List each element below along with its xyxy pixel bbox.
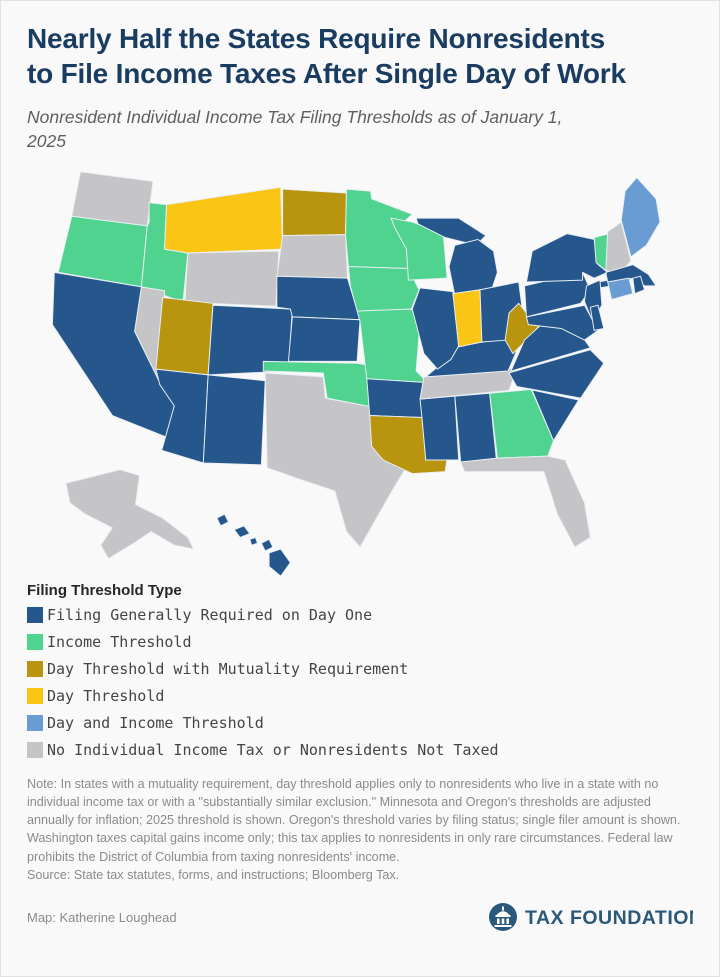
- state-CT[interactable]: [607, 277, 634, 300]
- footer: Map: Katherine Loughead TAX FOUNDATION: [27, 900, 693, 934]
- legend-item: Day Threshold: [27, 687, 693, 705]
- state-IL[interactable]: [411, 286, 460, 370]
- brand-text: TAX FOUNDATION: [525, 907, 693, 929]
- subtitle-line-1: Nonresident Individual Income Tax Filing…: [27, 106, 563, 127]
- footnote: Note: In states with a mutuality require…: [27, 775, 693, 885]
- legend-label: Day Threshold: [47, 686, 165, 705]
- state-NC[interactable]: [508, 348, 605, 399]
- legend-item: No Individual Income Tax or Nonresidents…: [27, 741, 693, 759]
- tax-foundation-logo: TAX FOUNDATION: [487, 900, 693, 934]
- state-AR[interactable]: [366, 377, 429, 418]
- state-RI[interactable]: [632, 275, 645, 294]
- state-AK[interactable]: [65, 468, 195, 559]
- state-ND[interactable]: [282, 188, 347, 236]
- state-HI[interactable]: [268, 548, 291, 577]
- legend-label: Income Threshold: [47, 632, 192, 651]
- subtitle-line-2: 2025: [27, 131, 66, 152]
- state-HI[interactable]: [233, 524, 251, 538]
- state-NM[interactable]: [202, 373, 266, 465]
- state-ME[interactable]: [620, 176, 661, 257]
- legend-item: Filing Generally Required on Day One: [27, 606, 693, 624]
- state-KS[interactable]: [287, 315, 361, 362]
- legend-swatch-no-tax: [27, 741, 43, 758]
- state-DE[interactable]: [589, 304, 605, 331]
- state-AL[interactable]: [454, 392, 497, 462]
- state-MI[interactable]: [448, 238, 498, 296]
- page-title: Nearly Half the States Require Nonreside…: [27, 21, 693, 92]
- state-HI[interactable]: [216, 513, 229, 526]
- map-svg: [51, 170, 661, 577]
- legend-swatch-income: [27, 633, 43, 650]
- legend-label: No Individual Income Tax or Nonresidents…: [47, 740, 499, 759]
- state-UT[interactable]: [155, 296, 214, 375]
- state-HI[interactable]: [249, 536, 258, 546]
- state-SC[interactable]: [520, 386, 580, 441]
- source-text: Source: State tax statutes, forms, and i…: [27, 867, 400, 882]
- legend: Filing Threshold Type Filing Generally R…: [27, 582, 693, 759]
- state-FL[interactable]: [460, 455, 591, 548]
- legend-label: Day and Income Threshold: [47, 713, 264, 732]
- capitol-dome-icon: TAX FOUNDATION: [489, 903, 693, 932]
- page-subtitle: Nonresident Individual Income Tax Filing…: [27, 105, 693, 154]
- state-WI[interactable]: [390, 217, 448, 281]
- state-WY[interactable]: [184, 250, 280, 307]
- title-line-1: Nearly Half the States Require Nonreside…: [27, 23, 606, 54]
- legend-label: Day Threshold with Mutuality Requirement: [47, 659, 409, 678]
- legend-swatch-day-income: [27, 714, 43, 731]
- state-MS[interactable]: [419, 395, 460, 461]
- state-MD[interactable]: [525, 304, 599, 341]
- legend-swatch-day-one: [27, 606, 43, 623]
- legend-swatch-day: [27, 687, 43, 704]
- legend-swatch-day-mutuality: [27, 660, 43, 677]
- legend-title: Filing Threshold Type: [27, 581, 182, 599]
- state-GA[interactable]: [489, 388, 555, 459]
- state-MT[interactable]: [164, 186, 284, 254]
- legend-item: Income Threshold: [27, 633, 693, 651]
- state-SD[interactable]: [276, 233, 348, 279]
- legend-item: Day and Income Threshold: [27, 714, 693, 732]
- title-line-2: to File Income Taxes After Single Day of…: [27, 58, 626, 90]
- note-text: Note: In states with a mutuality require…: [27, 776, 681, 864]
- us-choropleth-map: [27, 164, 693, 580]
- state-HI[interactable]: [260, 538, 274, 551]
- legend-label: Filing Generally Required on Day One: [47, 605, 373, 624]
- map-credit: Map: Katherine Loughead: [27, 909, 177, 925]
- legend-item: Day Threshold with Mutuality Requirement: [27, 660, 693, 678]
